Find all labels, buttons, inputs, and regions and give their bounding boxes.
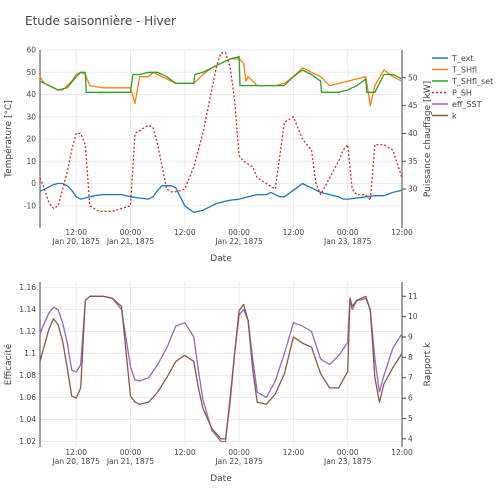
- y2-tick-label: 30: [408, 185, 418, 194]
- legend-label-t-ext: T_ext: [451, 54, 474, 63]
- y2-axis-title: Puissance chauffage [kW]: [423, 81, 433, 197]
- x-tick-label: 00:00: [337, 448, 359, 457]
- legend-label-eff-sst: eff_SST: [452, 100, 482, 109]
- x-tick-label: 00:00: [228, 448, 250, 457]
- x-axis-title: Date: [210, 254, 232, 264]
- y-tick-label: 1.16: [19, 283, 36, 292]
- x-tick-label: 00:00: [120, 448, 142, 457]
- y-tick-label: 1.04: [19, 415, 36, 424]
- y-tick-label: 60: [26, 46, 36, 55]
- y2-tick-label: 6: [408, 394, 413, 403]
- y2-tick-label: 11: [408, 292, 418, 301]
- figure-title: Etude saisonnière - Hiver: [25, 14, 176, 28]
- y2-tick-label: 40: [408, 129, 418, 138]
- y2-tick-label: 7: [408, 373, 413, 382]
- y2-tick-label: 4: [408, 434, 413, 443]
- y-tick-label: 50: [26, 68, 36, 77]
- x-tick-date-label: Jan 22, 1875: [214, 237, 263, 246]
- legend-label-k: k: [452, 112, 457, 121]
- y2-tick-label: 8: [408, 353, 413, 362]
- legend-label-t-shfl-set: T_SHfl_set: [451, 77, 493, 86]
- y-tick-label: 10: [26, 157, 36, 166]
- x-tick-label: 12:00: [391, 448, 413, 457]
- y-tick-label: 1.1: [24, 349, 36, 358]
- y2-tick-label: 5: [408, 414, 413, 423]
- y2-axis-title: Rapport k: [423, 342, 433, 387]
- series-line-p-sh: [39, 52, 403, 212]
- y-tick-label: 0: [31, 179, 36, 188]
- x-tick-date-label: Jan 22, 1875: [214, 457, 263, 466]
- y2-tick-label: 35: [408, 157, 418, 166]
- x-tick-date-label: Jan 21, 1875: [106, 237, 155, 246]
- x-tick-label: 12:00: [65, 228, 87, 237]
- series-line-t-ext: [39, 182, 403, 214]
- y-tick-label: -10: [24, 201, 36, 210]
- x-tick-label: 00:00: [337, 228, 359, 237]
- y-tick-label: 1.06: [19, 393, 36, 402]
- x-axis-title: Date: [210, 474, 232, 484]
- y-tick-label: 1.12: [19, 327, 36, 336]
- x-tick-label: 12:00: [174, 228, 196, 237]
- x-tick-label: 12:00: [174, 448, 196, 457]
- x-tick-label: 12:00: [283, 448, 305, 457]
- x-tick-label: 00:00: [120, 228, 142, 237]
- bottom-panel: 1.021.041.061.081.11.121.141.1612:00Jan …: [3, 282, 433, 484]
- x-tick-label: 12:00: [65, 448, 87, 457]
- x-tick-label: 12:00: [283, 228, 305, 237]
- y-tick-label: 30: [26, 112, 36, 121]
- y-axis-title: Température [°C]: [3, 100, 14, 179]
- y2-tick-label: 45: [408, 101, 418, 110]
- y2-tick-label: 50: [408, 73, 418, 82]
- x-tick-date-label: Jan 20, 1875: [52, 457, 101, 466]
- y2-tick-label: 9: [408, 333, 413, 342]
- legend-label-p-sh: P_SH: [452, 89, 472, 98]
- x-tick-date-label: Jan 20, 1875: [52, 237, 101, 246]
- legend-label-t-shfl: T_SHfl: [451, 66, 477, 75]
- y-tick-label: 1.02: [19, 437, 36, 446]
- y-axis-title: Efficacité: [3, 343, 14, 385]
- y-tick-label: 20: [26, 135, 36, 144]
- x-tick-date-label: Jan 23, 1875: [323, 457, 372, 466]
- x-tick-label: 12:00: [391, 228, 413, 237]
- x-tick-date-label: Jan 23, 1875: [323, 237, 372, 246]
- series-line-k: [39, 295, 403, 440]
- y2-tick-label: 10: [408, 312, 418, 321]
- y-tick-label: 40: [26, 90, 36, 99]
- x-tick-label: 00:00: [228, 228, 250, 237]
- y-tick-label: 1.14: [19, 305, 36, 314]
- y-tick-label: 1.08: [19, 371, 36, 380]
- series-line-t-shfl-set: [39, 56, 403, 93]
- x-tick-date-label: Jan 21, 1875: [106, 457, 155, 466]
